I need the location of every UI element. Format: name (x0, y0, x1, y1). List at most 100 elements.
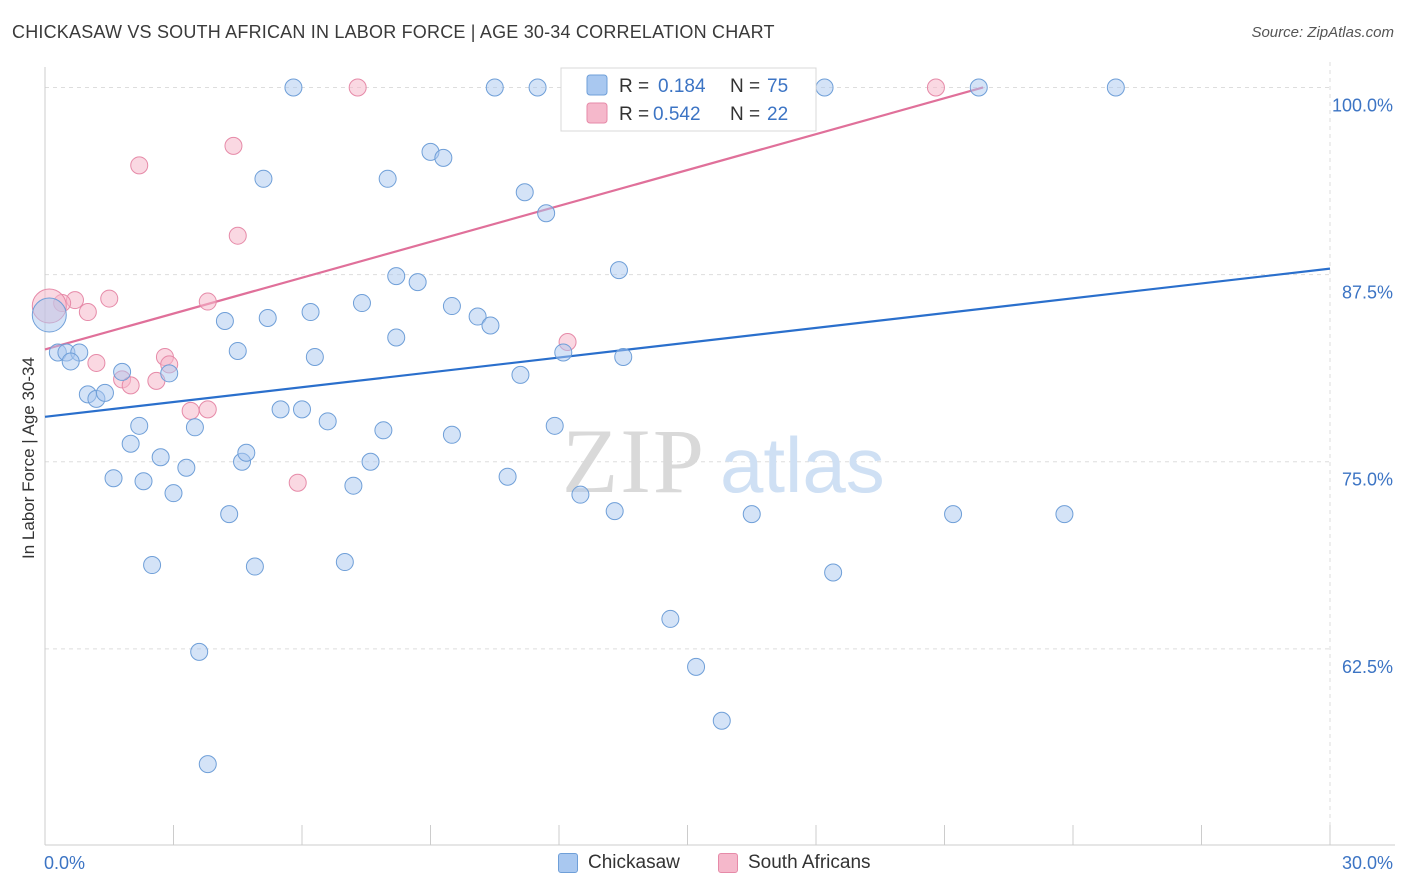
axes (44, 67, 1395, 846)
point-chickasaw-48 (151, 448, 170, 467)
legend-r-label-2: R = (619, 104, 649, 125)
point-chickasaw-62 (944, 505, 963, 524)
series-south-africans-points (31, 78, 945, 492)
point-chickasaw-10 (254, 169, 273, 188)
point-chickasaw-69 (190, 642, 209, 661)
point-chickasaw-43 (185, 418, 204, 437)
point-chickasaw-22 (215, 312, 234, 331)
y-tick-label-1: 75.0% (1342, 470, 1393, 490)
point-chickasaw-13 (537, 204, 556, 223)
point-chickasaw-71 (712, 711, 731, 730)
legend-r-label-1: R = (619, 76, 649, 97)
point-chickasaw-65 (245, 557, 264, 576)
point-chickasaw-56 (344, 476, 363, 495)
point-south-africans-20 (288, 473, 307, 492)
point-chickasaw-16 (609, 261, 628, 280)
point-chickasaw-47 (121, 434, 140, 453)
trend-line-chickasaw (44, 267, 1331, 418)
point-chickasaw-0 (284, 78, 303, 97)
legend-n-label-1: N = (730, 76, 760, 97)
point-chickasaw-28 (228, 341, 247, 360)
trend-lines (44, 86, 1331, 418)
tick-labels: 62.5% 75.0% 87.5% 100.0% 0.0% 30.0% (44, 95, 1393, 873)
point-chickasaw-31 (614, 347, 633, 366)
x-tick-label-min: 0.0% (44, 853, 85, 873)
point-south-africans-0 (348, 78, 367, 97)
point-chickasaw-49 (177, 458, 196, 477)
point-chickasaw-41 (318, 412, 337, 431)
legend-n-value-1: 75 (767, 76, 788, 97)
point-chickasaw-11 (378, 169, 397, 188)
point-chickasaw-63 (1055, 505, 1074, 524)
point-chickasaw-70 (687, 657, 706, 676)
point-chickasaw-53 (104, 469, 123, 488)
point-chickasaw-67 (824, 563, 843, 582)
point-chickasaw-66 (335, 553, 354, 572)
correlation-legend: R = 0.184 N = 75 R = 0.542 N = 22 (560, 67, 817, 132)
point-south-africans-3 (224, 136, 243, 155)
legend-swatch-south-africans (586, 102, 608, 124)
point-chickasaw-64 (143, 556, 162, 575)
point-south-africans-5 (228, 226, 247, 245)
point-chickasaw-54 (134, 472, 153, 491)
point-chickasaw-32 (61, 352, 80, 371)
point-south-africans-13 (87, 353, 106, 372)
point-chickasaw-34 (160, 364, 179, 383)
series-chickasaw-points (31, 78, 1125, 774)
point-south-africans-6 (100, 289, 119, 308)
point-chickasaw-21 (468, 307, 487, 326)
point-chickasaw-19 (301, 303, 320, 322)
point-chickasaw-24 (387, 328, 406, 347)
point-chickasaw-35 (511, 365, 530, 384)
legend-label-south-africans: South Africans (748, 852, 871, 873)
y-tick-label-2: 87.5% (1342, 283, 1393, 303)
y-axis-label: In Labor Force | Age 30-34 (19, 357, 38, 559)
point-chickasaw-23 (481, 316, 500, 335)
point-south-africans-16 (121, 376, 140, 395)
point-chickasaw-18 (442, 297, 461, 316)
point-chickasaw-58 (571, 485, 590, 504)
point-chickasaw-29 (305, 347, 324, 366)
point-south-africans-4 (130, 156, 149, 175)
point-south-africans-18 (181, 401, 200, 420)
point-chickasaw-40 (293, 400, 311, 419)
point-chickasaw-44 (374, 421, 393, 440)
point-chickasaw-14 (387, 267, 406, 286)
x-tick-label-max: 30.0% (1342, 853, 1393, 873)
point-chickasaw-5 (815, 78, 834, 97)
y-tick-label-0: 62.5% (1342, 657, 1393, 677)
point-chickasaw-38 (95, 383, 114, 402)
point-chickasaw-46 (442, 425, 461, 444)
chart-title: CHICKASAW VS SOUTH AFRICAN IN LABOR FORC… (12, 22, 775, 42)
legend-swatch-chickasaw-bottom (558, 853, 578, 873)
legend-item-chickasaw: Chickasaw (558, 852, 680, 874)
watermark: ZIP atlas (562, 410, 885, 512)
point-chickasaw-60 (605, 502, 624, 521)
legend-r-value-2: 0.542 (653, 104, 701, 125)
watermark-atlas: atlas (720, 421, 885, 509)
point-chickasaw-30 (554, 343, 573, 362)
point-chickasaw-20 (258, 309, 277, 328)
legend-n-value-2: 22 (767, 104, 788, 125)
point-chickasaw-51 (237, 443, 256, 462)
point-chickasaw-42 (130, 416, 149, 435)
point-chickasaw-2 (528, 78, 547, 97)
point-south-africans-10 (78, 303, 97, 322)
legend-item-south-africans: South Africans (718, 852, 871, 874)
point-chickasaw-68 (661, 609, 680, 628)
point-chickasaw-55 (164, 484, 183, 503)
point-chickasaw-12 (515, 183, 534, 202)
point-south-africans-9 (198, 292, 217, 311)
point-chickasaw-57 (498, 467, 517, 486)
point-chickasaw-45 (545, 416, 564, 435)
series-legend: Chickasaw South Africans (0, 852, 1406, 878)
point-south-africans-19 (198, 400, 217, 419)
legend-label-chickasaw: Chickasaw (588, 852, 680, 873)
source-label: Source: ZipAtlas.com (1251, 24, 1394, 41)
point-south-africans-2 (926, 78, 945, 97)
legend-swatch-chickasaw (586, 74, 608, 96)
y-tick-label-3: 100.0% (1332, 95, 1393, 115)
legend-n-label-2: N = (730, 104, 760, 125)
point-chickasaw-61 (742, 505, 761, 524)
